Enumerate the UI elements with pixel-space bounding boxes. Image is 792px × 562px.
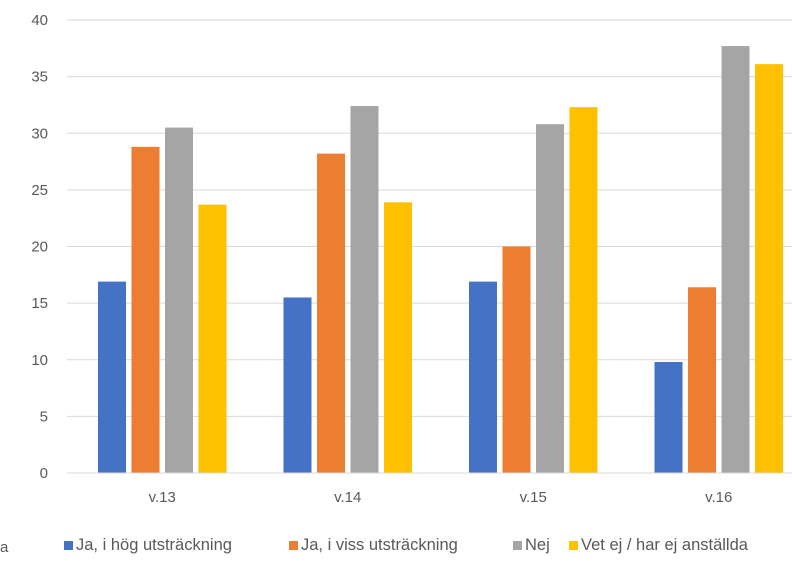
y-tick-label: 20 <box>31 239 48 256</box>
x-tick-label: v.13 <box>149 489 176 506</box>
y-tick-label: 5 <box>40 408 48 425</box>
bar <box>536 124 564 473</box>
x-axis-tick-labels: v.13 v.14 v.15 v.16 <box>149 489 733 506</box>
x-tick-label: v.16 <box>705 489 732 506</box>
legend-swatch <box>289 541 298 550</box>
bar <box>569 107 598 473</box>
y-tick-label: 40 <box>31 12 48 29</box>
y-axis-tick-labels: 0 5 10 15 20 25 30 35 40 <box>31 12 48 482</box>
bar <box>755 64 783 473</box>
bar <box>165 127 193 474</box>
legend-label: Nej <box>525 536 550 554</box>
legend-item: Ja, i viss utsträckning <box>289 536 458 555</box>
bar <box>502 246 531 473</box>
legend-overflow-text: a <box>0 539 9 556</box>
bars <box>98 46 783 474</box>
legend-label: Ja, i hög utsträckning <box>76 536 232 554</box>
y-tick-label: 35 <box>31 69 48 86</box>
bar <box>654 362 683 473</box>
y-tick-label: 15 <box>31 295 48 312</box>
legend-swatch <box>569 541 578 550</box>
legend-item: Ja, i hög utsträckning <box>64 536 232 555</box>
y-tick-label: 10 <box>31 352 48 369</box>
bar <box>98 281 126 473</box>
x-tick-label: v.14 <box>334 489 361 506</box>
y-tick-label: 25 <box>31 182 48 199</box>
legend: Ja, i hög utsträckning Ja, i viss utsträc… <box>0 536 792 558</box>
bar <box>283 297 312 473</box>
legend-label: Vet ej / har ej anställda <box>581 536 748 554</box>
legend-swatch <box>64 541 73 550</box>
legend-item: Vet ej / har ej anställda <box>569 536 748 555</box>
bar <box>198 204 227 473</box>
bar <box>469 281 497 473</box>
bar <box>688 287 716 473</box>
bar <box>317 153 345 473</box>
legend-label: Ja, i viss utsträckning <box>301 536 458 554</box>
legend-item: Nej <box>513 536 550 555</box>
y-tick-label: 0 <box>40 465 48 482</box>
x-tick-label: v.15 <box>520 489 547 506</box>
bar <box>384 202 412 473</box>
y-tick-label: 30 <box>31 125 48 142</box>
bar <box>131 146 160 473</box>
bar <box>350 106 379 473</box>
bar <box>721 46 750 474</box>
legend-swatch <box>513 541 522 550</box>
